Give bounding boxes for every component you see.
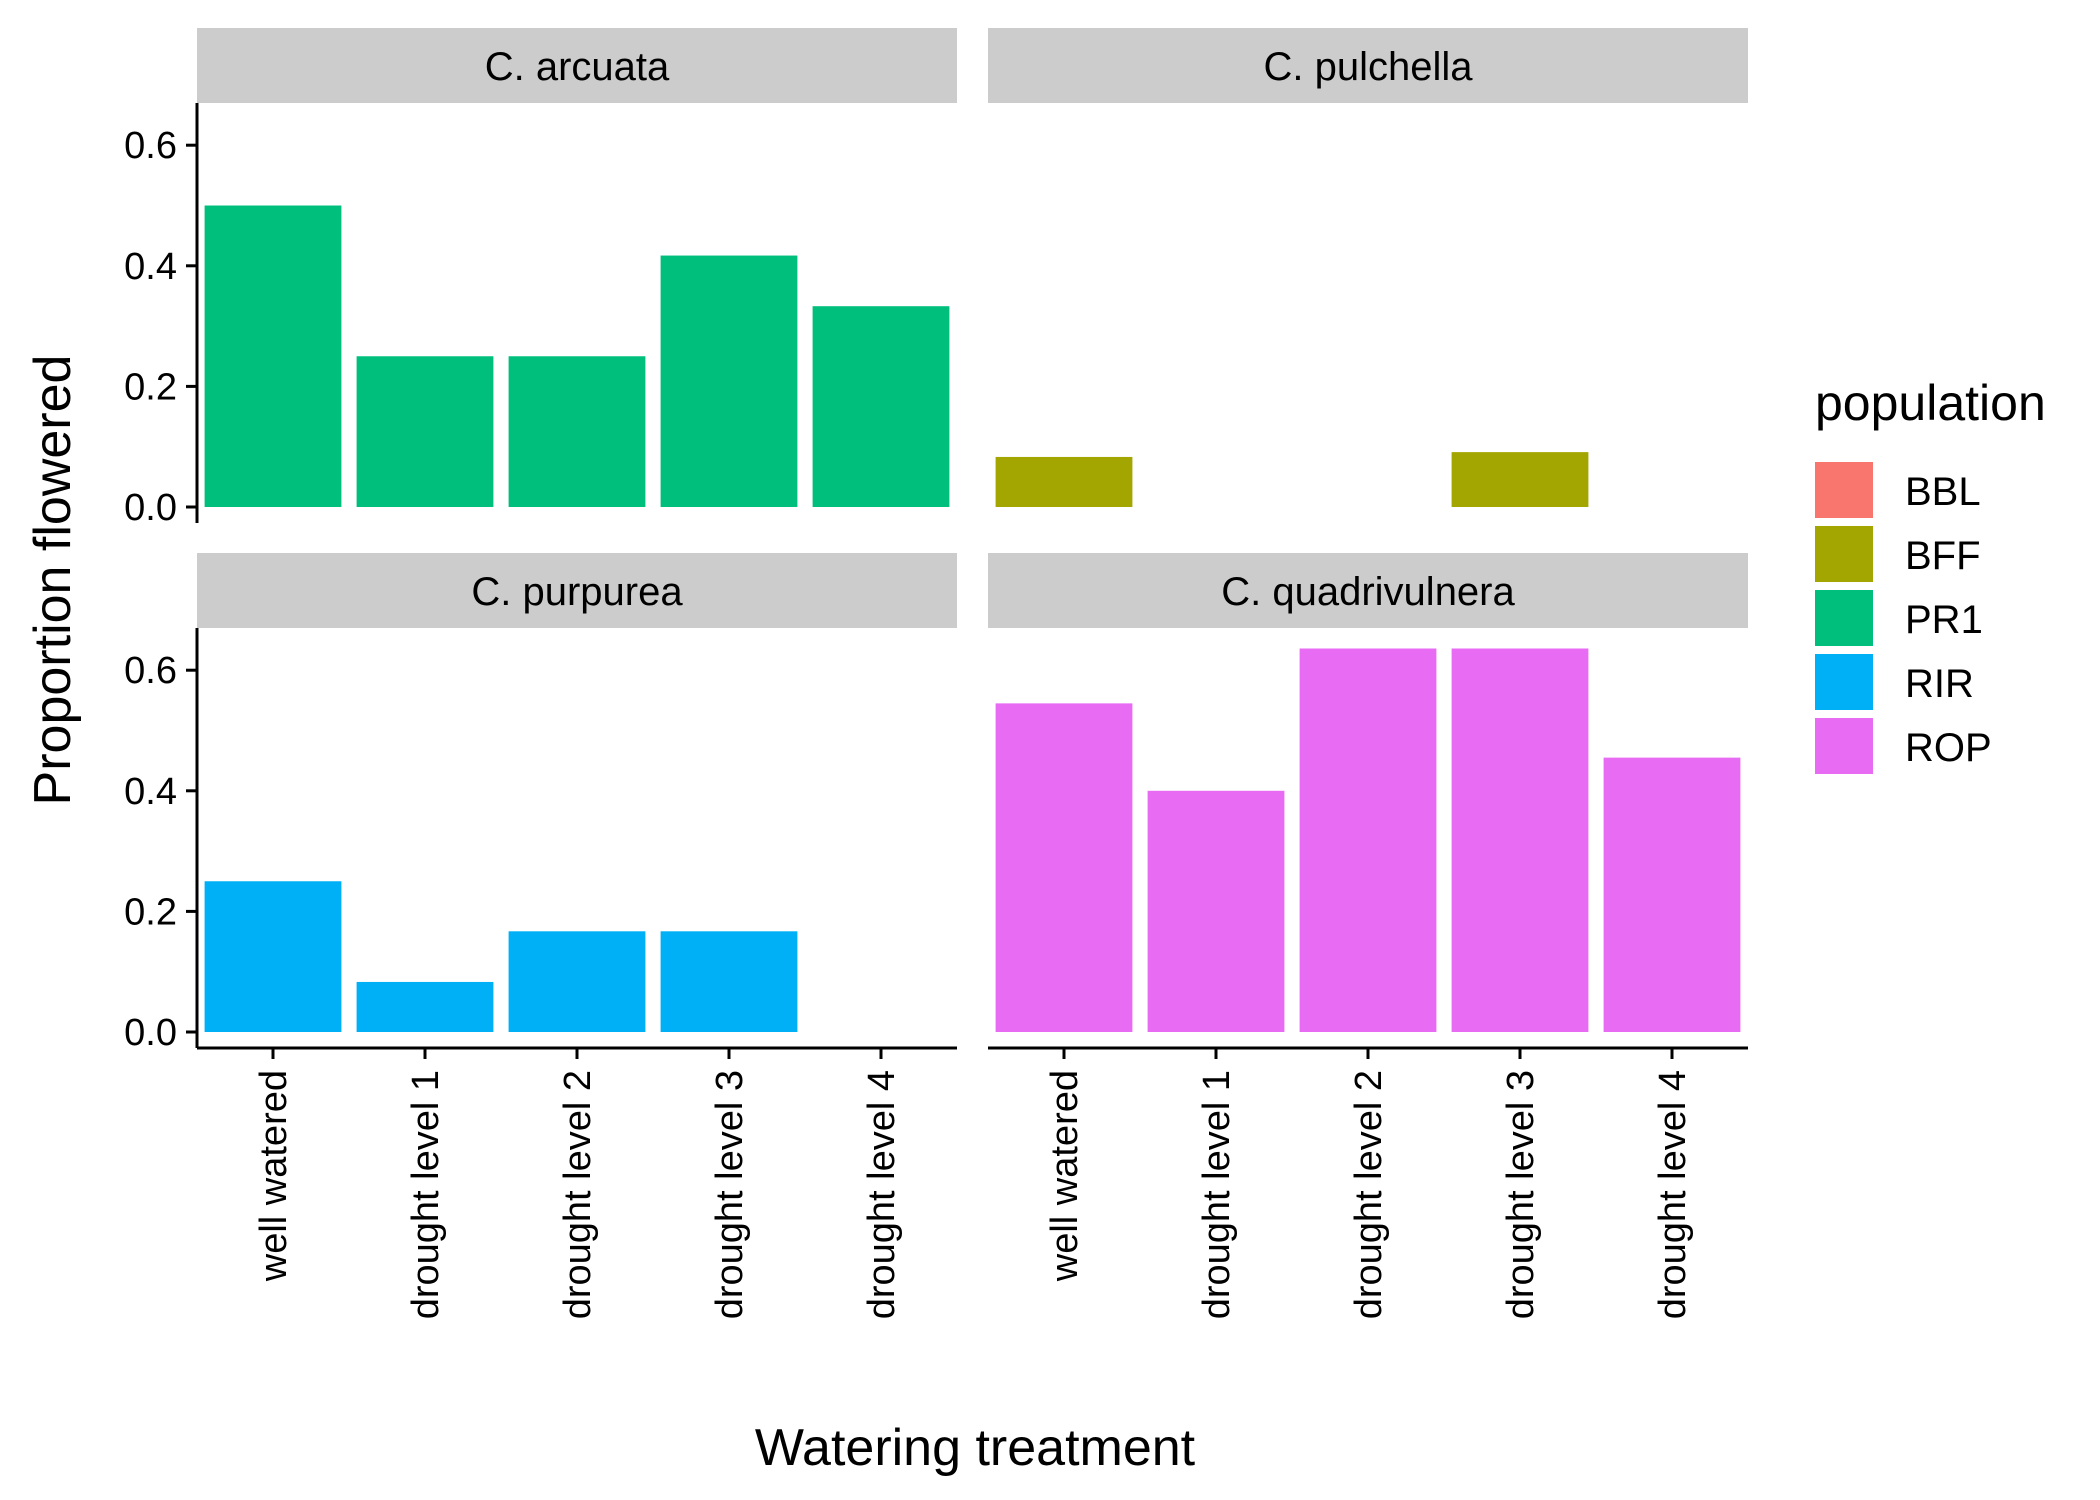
panel: C. pulchella (988, 28, 1748, 507)
legend-title: population (1815, 375, 2046, 431)
bar (1451, 452, 1589, 507)
bar (1147, 790, 1285, 1032)
x-tick-label: drought level 4 (1652, 1070, 1694, 1319)
facet-strip (197, 28, 957, 103)
bar (995, 456, 1133, 507)
y-tick-label: 0.0 (124, 1012, 177, 1054)
x-tick-label: drought level 2 (557, 1070, 599, 1319)
x-tick-label: drought level 2 (1348, 1070, 1390, 1319)
facet-strip (988, 553, 1748, 628)
bar (1451, 648, 1589, 1032)
bar (812, 306, 950, 507)
panel: C. quadrivulnera (988, 553, 1748, 1032)
facet-strip (197, 553, 957, 628)
axes: 0.0 0.2 0.4 0.6 0.0 0.2 0.4 0.6 well watered drou… (124, 103, 1748, 1319)
x-tick-label: drought level 3 (1500, 1070, 1542, 1319)
bar (660, 255, 798, 507)
legend-key (1815, 526, 1873, 582)
bar (508, 931, 646, 1032)
legend-key (1815, 462, 1873, 518)
facet-title: C. quadrivulnera (1221, 570, 1515, 614)
x-axis-title: Watering treatment (755, 1419, 1196, 1477)
facet-title: C. purpurea (471, 570, 683, 614)
y-tick-label: 0.2 (124, 366, 177, 408)
y-tick-label: 0.0 (124, 487, 177, 529)
legend-label: ROP (1905, 726, 1992, 770)
y-tick-label: 0.2 (124, 891, 177, 933)
y-axis-title: Proportion flowered (24, 355, 82, 806)
x-tick-label: drought level 1 (405, 1070, 447, 1319)
bar (508, 356, 646, 507)
panels: C. arcuata C. pulchella C. purpurea C. quad… (197, 28, 1748, 1032)
panel: C. arcuata (197, 28, 957, 507)
x-tick-label: drought level 1 (1196, 1070, 1238, 1319)
legend-key (1815, 590, 1873, 646)
x-tick-label: drought level 3 (709, 1070, 751, 1319)
bar (204, 205, 342, 507)
bar (1299, 648, 1437, 1032)
x-tick-label: well watered (1044, 1070, 1086, 1282)
bar (356, 981, 494, 1032)
y-tick-label: 0.6 (124, 125, 177, 167)
facet-title: C. arcuata (485, 45, 670, 89)
legend-label: RIR (1905, 662, 1974, 706)
facet-strip (988, 28, 1748, 103)
legend-key (1815, 718, 1873, 774)
legend-key (1815, 654, 1873, 710)
bar (1603, 757, 1741, 1032)
legend-label: BFF (1905, 534, 1981, 578)
x-tick-label: well watered (253, 1070, 295, 1282)
legend-label: PR1 (1905, 598, 1983, 642)
panel: C. purpurea (197, 553, 957, 1032)
bar (660, 931, 798, 1032)
facet-title: C. pulchella (1263, 45, 1473, 89)
bar (356, 356, 494, 507)
x-tick-label: drought level 4 (861, 1070, 903, 1319)
y-tick-label: 0.4 (124, 246, 177, 288)
bar (204, 881, 342, 1032)
y-tick-label: 0.6 (124, 650, 177, 692)
legend-label: BBL (1905, 470, 1981, 514)
legend: population BBL BFF PR1 RIR ROP (1815, 375, 2046, 774)
y-tick-label: 0.4 (124, 771, 177, 813)
bar (995, 703, 1133, 1032)
